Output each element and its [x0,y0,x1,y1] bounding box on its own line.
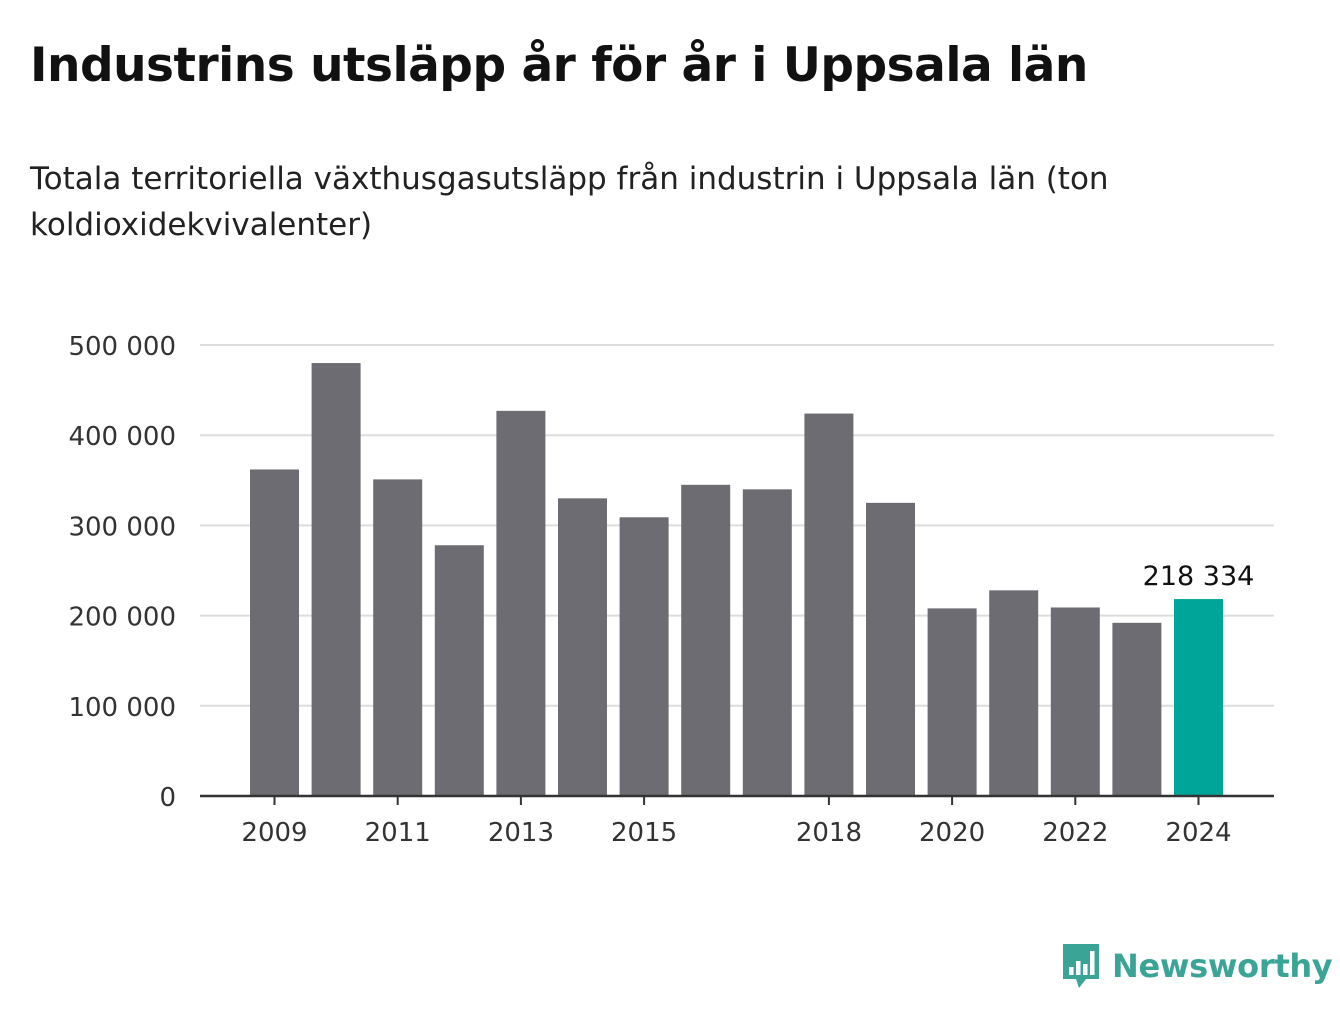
y-tick-label: 0 [159,783,176,813]
x-axis: 2009 2011 2013 2015 2018 2020 2022 2024 [200,794,1274,848]
bars [250,363,1223,796]
bar-2016 [681,484,731,796]
bar-chart: 0 100 000 200 000 300 000 400 000 500 000 200… [68,332,1274,848]
bar-2018 [804,413,854,796]
x-tick-label: 2011 [365,818,431,848]
bar-2024 [1174,599,1223,796]
highlight-value-label: 218 334 [1143,561,1255,592]
y-tick-label: 500 000 [68,332,176,362]
y-tick-label: 100 000 [68,693,176,723]
bar-2014 [558,498,607,796]
x-tick-label: 2013 [488,818,554,848]
bar-2022 [1050,607,1100,796]
bar-2015 [619,517,669,796]
bar-2019 [866,502,915,796]
y-tick-label: 400 000 [68,422,176,452]
bar-2012 [434,545,484,796]
x-tick-label: 2024 [1165,818,1231,848]
bar-2009 [250,469,299,796]
x-tick-label: 2009 [241,818,307,848]
bar-2020 [927,608,977,796]
chart-title: Industrins utsläpp år för år i Uppsala l… [30,38,1088,93]
y-axis-labels: 0 100 000 200 000 300 000 400 000 500 000 [68,332,176,813]
bar-2021 [989,590,1039,796]
logo-text: Newsworthy [1112,947,1333,985]
annotations: 218 334 [1143,561,1255,592]
x-tick-label: 2018 [796,818,862,848]
x-tick-label: 2022 [1042,818,1108,848]
bar-2017 [742,489,792,796]
x-tick-label: 2015 [611,818,677,848]
bar-chart-speech-bubble-icon [1063,944,1099,988]
x-tick-label: 2020 [919,818,985,848]
bar-2013 [496,410,546,796]
bar-2011 [373,479,423,796]
bar-2010 [311,363,361,796]
bar-2023 [1112,622,1162,796]
chart-subtitle: Totala territoriella växthusgasutsläpp f… [30,161,1109,243]
newsworthy-logo: Newsworthy [1060,940,1333,992]
y-tick-label: 300 000 [68,512,176,542]
y-tick-label: 200 000 [68,603,176,633]
